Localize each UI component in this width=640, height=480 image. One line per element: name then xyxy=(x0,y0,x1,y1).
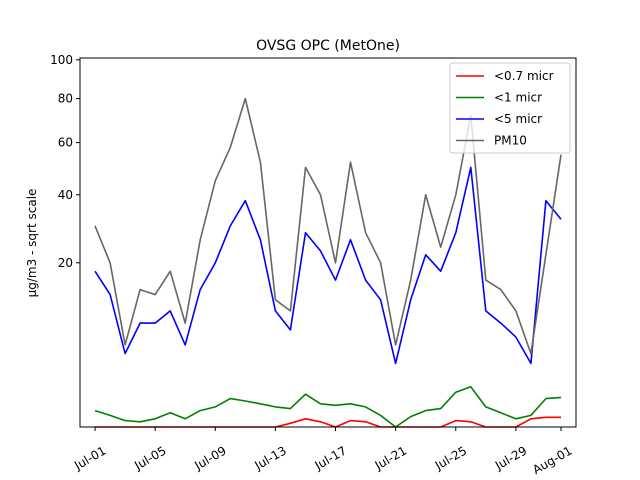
y-tick-label: 40 xyxy=(58,188,73,202)
series-line-2 xyxy=(94,166,562,365)
legend-label: <0.7 micr xyxy=(494,69,554,83)
y-tick-label: 80 xyxy=(58,92,73,106)
legend: <0.7 micr <1 micr <5 micr PM10 xyxy=(449,62,571,154)
legend-label: <1 micr xyxy=(494,91,542,105)
plot-frame xyxy=(79,57,577,428)
series-line-1 xyxy=(94,385,562,428)
y-tick-label: 60 xyxy=(58,136,73,150)
y-tick-label: 20 xyxy=(58,256,73,270)
y-axis-label: µg/m3 - sqrt scale xyxy=(25,189,39,298)
legend-label: PM10 xyxy=(494,134,527,148)
chart-title: OVSG OPC (MetOne) xyxy=(256,38,400,54)
legend-label: <5 micr xyxy=(494,112,542,126)
y-axis: 20 40 60 80 100 xyxy=(50,53,80,270)
y-tick-label: 100 xyxy=(50,53,73,67)
legend-box xyxy=(449,62,571,154)
